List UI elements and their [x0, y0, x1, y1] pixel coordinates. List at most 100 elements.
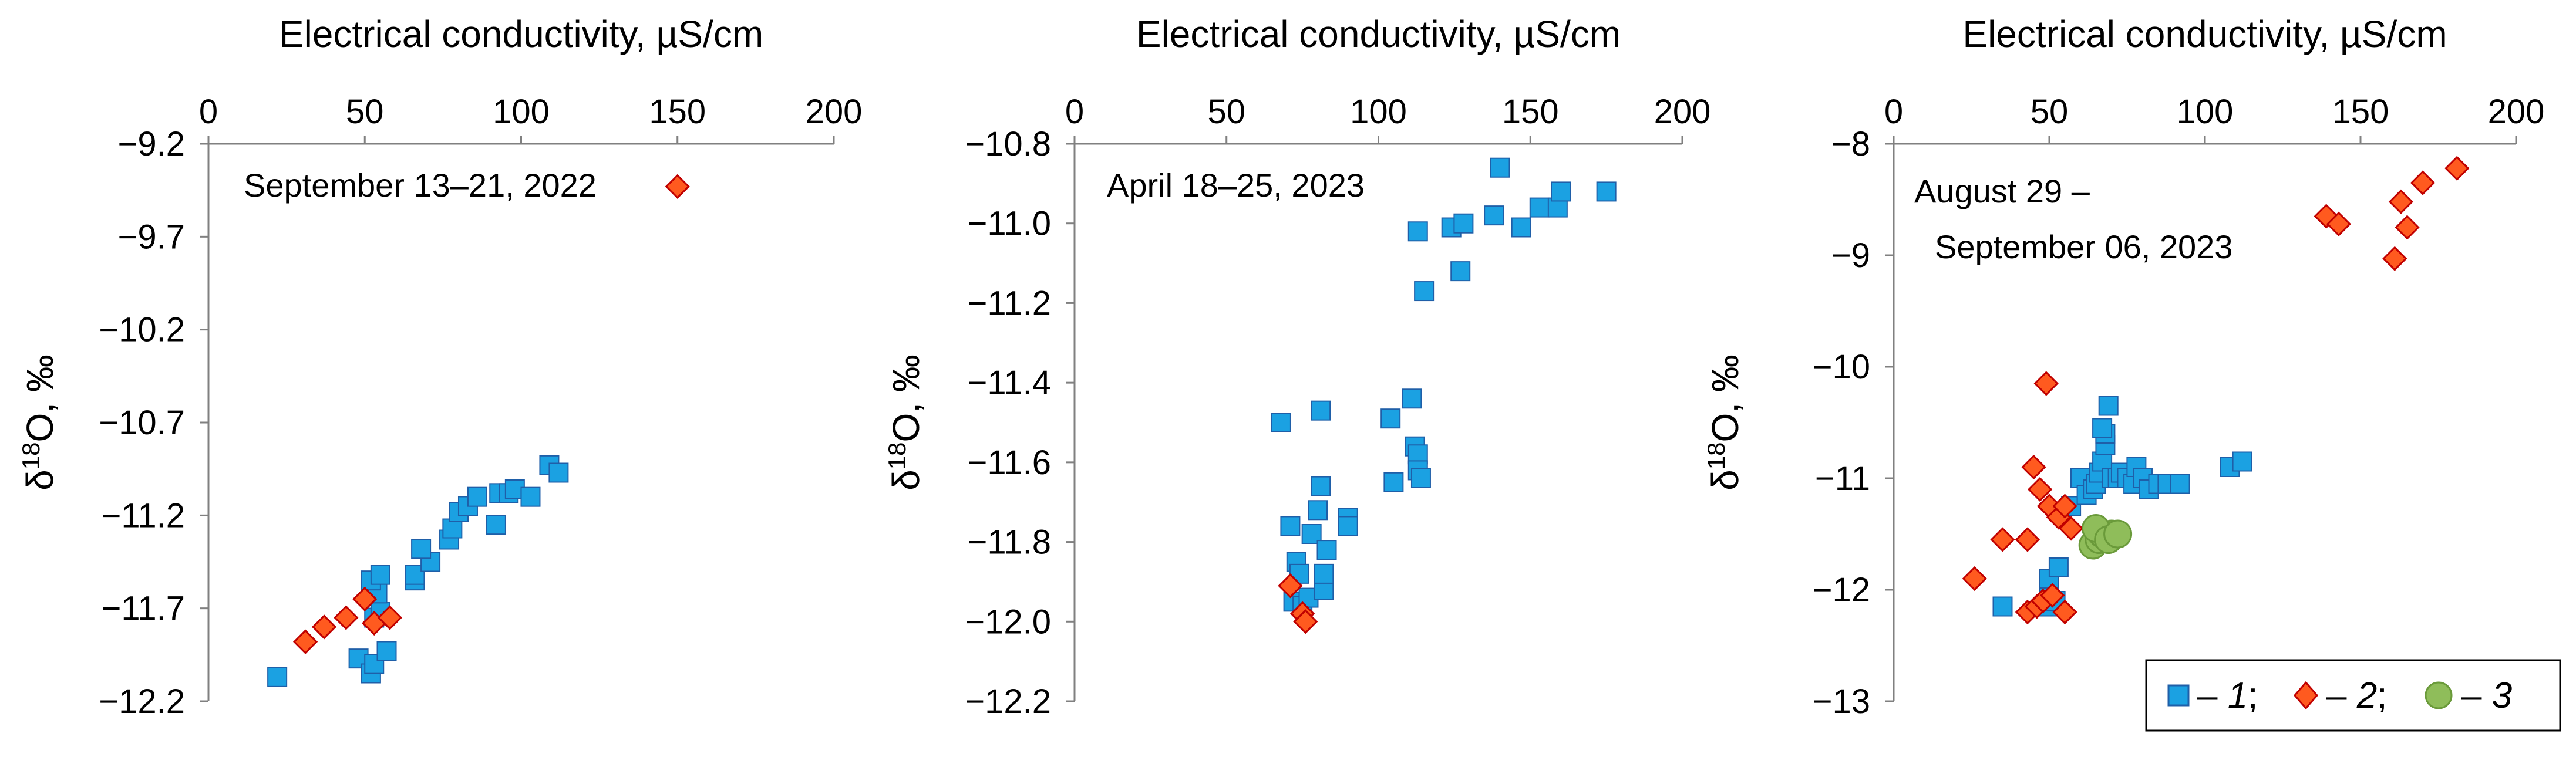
x-tick-label: 200: [806, 93, 863, 131]
data-point-series-1: [1511, 217, 1531, 238]
chart-panel-1: 0 50 100 150 200 Electrical conductivity, µS/…: [17, 13, 863, 721]
data-point-series-2: [2052, 494, 2077, 519]
legend-marker-series-1: [2167, 684, 2190, 707]
data-point-series-2: [2382, 246, 2407, 271]
data-point-series-1: [1551, 181, 1571, 202]
y-tick-label: −11.4: [968, 364, 1051, 402]
data-point-series-1: [1311, 400, 1331, 421]
data-point-series-2: [2058, 516, 2084, 541]
data-point-series-1: [2092, 418, 2113, 438]
data-point-series-1: [2232, 451, 2252, 472]
data-point-series-2: [377, 605, 402, 630]
data-point-series-1: [1992, 596, 2013, 617]
data-point-series-1: [2098, 396, 2119, 416]
data-point-series-1: [1380, 408, 1401, 429]
chart-panel-2: 0 50 100 150 200 Electrical conductivity, µS/…: [883, 13, 1711, 721]
data-point-series-2: [1293, 609, 1318, 634]
data-point-series-1: [1407, 221, 1428, 242]
data-point-series-1: [1484, 205, 1504, 226]
x-tick-label: 0: [1884, 93, 1903, 131]
y-tick-label: −9: [1831, 236, 1870, 275]
data-point-series-1: [1529, 197, 1550, 218]
data-point-series-2: [2444, 156, 2470, 181]
data-point-series-1: [2170, 474, 2190, 494]
data-point-series-1: [267, 667, 288, 687]
y-tick-label: −11.6: [968, 444, 1051, 482]
data-point-series-1: [370, 565, 390, 585]
x-tick-label: 100: [2177, 93, 2234, 131]
data-point-series-1: [1596, 181, 1617, 202]
data-point-series-1: [1311, 476, 1331, 496]
data-point-series-1: [1316, 540, 1337, 560]
x-axis-title: Electrical conductivity, µS/cm: [1136, 13, 1621, 55]
date-label: August 29 –: [1914, 173, 2090, 209]
data-point-series-2: [2326, 211, 2352, 236]
series-2: [1962, 156, 2470, 625]
y-tick-label: −11.7: [102, 590, 185, 628]
legend-label-series-3: – 3: [2461, 675, 2512, 716]
y-tick-label: −12: [1813, 571, 1870, 609]
x-tick-label: 50: [2031, 93, 2069, 131]
date-label: September 06, 2023: [1935, 228, 2232, 265]
x-tick-label: 150: [2332, 93, 2389, 131]
legend-marker-series-3: [2425, 681, 2453, 709]
y-tick-label: −13: [1813, 682, 1870, 721]
data-point-series-1: [1402, 388, 1422, 409]
y-tick-label: −11.0: [968, 205, 1051, 243]
data-point-series-1: [1453, 213, 1474, 234]
y-tick-label: −10.2: [99, 311, 185, 349]
data-point-series-1: [1338, 516, 1358, 536]
data-point-series-2: [1278, 573, 1303, 599]
x-axis-title: Electrical conductivity, µS/cm: [1962, 13, 2447, 55]
x-tick-label: 150: [649, 93, 706, 131]
data-point-series-1: [1450, 261, 1471, 282]
y-tick-label: −10: [1813, 348, 1870, 386]
series-3: [2078, 514, 2133, 560]
y-tick-label: −11.2: [102, 496, 185, 535]
series-1: [1992, 396, 2252, 617]
data-point-series-2: [2033, 371, 2059, 396]
x-tick-label: 50: [346, 93, 384, 131]
x-tick-label: 200: [1654, 93, 1711, 131]
data-point-series-1: [1490, 157, 1510, 178]
x-tick-label: 0: [1065, 93, 1084, 131]
y-tick-label: −9.2: [118, 125, 186, 163]
data-point-series-2: [1990, 527, 2015, 552]
legend-label-series-2: – 2;: [2326, 675, 2387, 716]
data-point-series-1: [486, 515, 506, 535]
y-tick-label: −12.0: [965, 603, 1051, 641]
x-tick-label: 150: [1502, 93, 1559, 131]
y-tick-label: −10.8: [965, 125, 1051, 163]
x-tick-label: 50: [1207, 93, 1245, 131]
x-tick-label: 100: [1350, 93, 1407, 131]
y-tick-label: −10.7: [99, 404, 185, 442]
data-point-series-2: [2021, 454, 2046, 480]
data-point-series-2: [2395, 215, 2420, 240]
legend-label-series-1: – 1;: [2197, 675, 2258, 716]
data-point-series-1: [2092, 451, 2113, 472]
legend: – 1; – 2; – 3: [2145, 659, 2561, 732]
legend-box: [2145, 659, 2561, 732]
data-point-series-2: [2388, 189, 2414, 214]
data-point-series-2: [352, 586, 378, 611]
data-point-series-1: [1314, 563, 1334, 584]
data-point-series-2: [2052, 599, 2077, 625]
data-point-series-1: [1308, 500, 1328, 521]
data-point-series-1: [411, 539, 432, 559]
legend-marker-series-2: [2294, 681, 2318, 710]
data-point-series-1: [520, 486, 541, 507]
series-2: [1278, 573, 1318, 634]
data-point-series-2: [334, 605, 359, 630]
y-tick-label: −12.2: [965, 682, 1051, 721]
data-point-series-1: [1271, 413, 1291, 432]
date-label: September 13–21, 2022: [244, 167, 597, 204]
date-label: April 18–25, 2023: [1107, 167, 1365, 204]
data-point-series-2: [311, 614, 337, 640]
x-tick-label: 0: [199, 93, 218, 131]
data-point-series-2: [292, 629, 318, 654]
series-2: [292, 174, 690, 654]
series-1: [1271, 157, 1617, 616]
y-axis-title: δ18O, ‰: [883, 354, 928, 491]
y-tick-label: −11: [1815, 459, 1870, 498]
